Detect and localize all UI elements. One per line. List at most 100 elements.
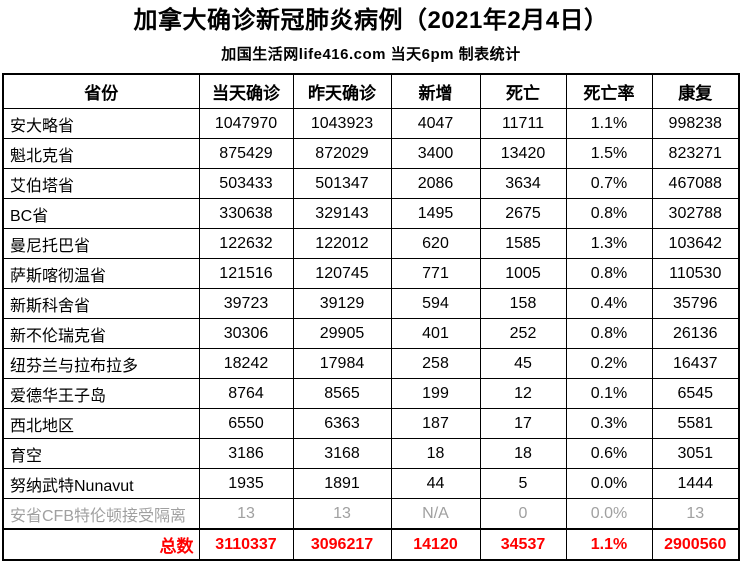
cell-deaths: 2675 [479,198,567,230]
cell-death-rate: 0.4% [565,288,653,320]
cell-recovered: 6545 [651,378,740,410]
page-subtitle: 加国生活网life416.com 当天6pm 制表统计 [221,46,521,64]
cell-recovered: 302788 [651,198,740,230]
cell-yesterday: 329143 [292,198,392,230]
cell-yesterday: 3168 [292,438,392,470]
cell-province: 育空 [2,438,200,470]
cell-recovered: 110530 [651,258,740,290]
cell-yesterday: 120745 [292,258,392,290]
cell-death-rate: 0.8% [565,318,653,350]
cell-province: 新斯科舍省 [2,288,200,320]
cell-province: 安省CFB特伦顿接受隔离 [2,498,200,530]
cell-today: 30306 [198,318,294,350]
table-row: 新斯科舍省 39723 39129 594 158 0.4% 35796 [2,288,740,320]
cell-yesterday: 39129 [292,288,392,320]
table-row: 爱德华王子岛 8764 8565 199 12 0.1% 6545 [2,378,740,410]
cell-death-rate: 0.8% [565,198,653,230]
cell-yesterday: 501347 [292,168,392,200]
column-header-today-confirmed: 当天确诊 [198,73,294,110]
column-header-death-rate: 死亡率 [565,73,653,110]
cell-province: 萨斯喀彻温省 [2,258,200,290]
cell-death-rate: 0.3% [565,408,653,440]
cell-new-cases: 4047 [390,108,481,140]
cell-death-rate: 0.7% [565,168,653,200]
cell-deaths: 3634 [479,168,567,200]
cell-deaths: 12 [479,378,567,410]
cell-deaths: 17 [479,408,567,440]
cell-new-cases: N/A [390,498,481,530]
cell-yesterday: 1891 [292,468,392,500]
cell-province: 总数 [2,528,200,561]
cell-deaths: 45 [479,348,567,380]
cell-death-rate: 1.1% [565,108,653,140]
cell-death-rate: 1.3% [565,228,653,260]
table-body: 安大略省 1047970 1043923 4047 11711 1.1% 998238 魁北克… [2,108,740,561]
cell-deaths: 11711 [479,108,567,140]
cell-yesterday: 6363 [292,408,392,440]
cell-today: 3186 [198,438,294,470]
cell-death-rate: 1.5% [565,138,653,170]
cell-yesterday: 8565 [292,378,392,410]
column-header-recovered: 康复 [651,73,740,110]
cell-new-cases: 2086 [390,168,481,200]
cell-recovered: 998238 [651,108,740,140]
column-header-new-cases: 新增 [390,73,481,110]
cell-today: 1047970 [198,108,294,140]
cell-yesterday: 1043923 [292,108,392,140]
cell-deaths: 34537 [479,528,567,561]
table-row: 育空 3186 3168 18 18 0.6% 3051 [2,438,740,470]
cell-new-cases: 14120 [390,528,481,561]
cell-deaths: 13420 [479,138,567,170]
cell-recovered: 2900560 [651,528,740,561]
cell-province: 安大略省 [2,108,200,140]
column-header-province: 省份 [2,73,200,110]
cell-yesterday: 122012 [292,228,392,260]
table-row: 西北地区 6550 6363 187 17 0.3% 5581 [2,408,740,440]
cell-deaths: 0 [479,498,567,530]
cell-deaths: 1585 [479,228,567,260]
cell-today: 3110337 [198,528,294,561]
table-row: 努纳武特Nunavut 1935 1891 44 5 0.0% 1444 [2,468,740,500]
table-row: 萨斯喀彻温省 121516 120745 771 1005 0.8% 110530 [2,258,740,290]
table-header-row: 省份 当天确诊 昨天确诊 新增 死亡 死亡率 康复 [2,73,740,110]
cell-new-cases: 18 [390,438,481,470]
cell-recovered: 5581 [651,408,740,440]
cell-new-cases: 1495 [390,198,481,230]
cell-province: 西北地区 [2,408,200,440]
cell-province: 魁北克省 [2,138,200,170]
cell-today: 875429 [198,138,294,170]
cell-today: 121516 [198,258,294,290]
cell-province: 新不伦瑞克省 [2,318,200,350]
cell-today: 13 [198,498,294,530]
cell-death-rate: 0.6% [565,438,653,470]
cell-today: 1935 [198,468,294,500]
cell-recovered: 16437 [651,348,740,380]
column-header-yesterday-confirmed: 昨天确诊 [292,73,392,110]
cell-province: 曼尼托巴省 [2,228,200,260]
cell-recovered: 823271 [651,138,740,170]
cell-province: 爱德华王子岛 [2,378,200,410]
cell-death-rate: 0.0% [565,468,653,500]
cell-deaths: 5 [479,468,567,500]
cell-deaths: 1005 [479,258,567,290]
cell-recovered: 1444 [651,468,740,500]
cell-recovered: 35796 [651,288,740,320]
cell-yesterday: 13 [292,498,392,530]
cell-recovered: 3051 [651,438,740,470]
cell-new-cases: 44 [390,468,481,500]
table-row: 新不伦瑞克省 30306 29905 401 252 0.8% 26136 [2,318,740,350]
cell-yesterday: 29905 [292,318,392,350]
table-row: 总数 3110337 3096217 14120 34537 1.1% 2900560 [2,528,740,561]
cell-province: BC省 [2,198,200,230]
table-row: 曼尼托巴省 122632 122012 620 1585 1.3% 103642 [2,228,740,260]
cell-new-cases: 199 [390,378,481,410]
cell-new-cases: 3400 [390,138,481,170]
cell-deaths: 158 [479,288,567,320]
cell-today: 18242 [198,348,294,380]
cell-new-cases: 401 [390,318,481,350]
cell-deaths: 252 [479,318,567,350]
column-header-deaths: 死亡 [479,73,567,110]
cell-recovered: 13 [651,498,740,530]
cell-new-cases: 771 [390,258,481,290]
cell-yesterday: 872029 [292,138,392,170]
